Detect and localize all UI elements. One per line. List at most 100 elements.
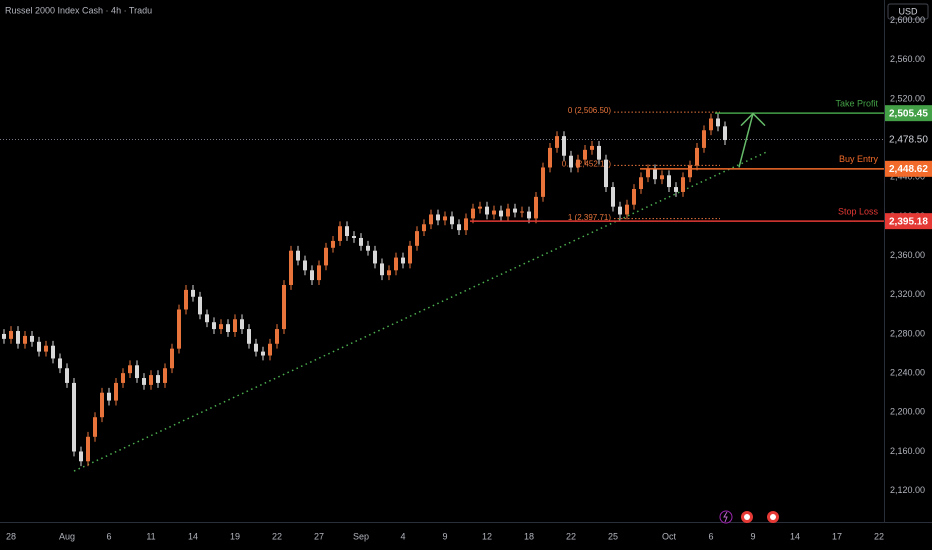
currency-box[interactable] — [887, 3, 929, 20]
event-icon-glyph — [770, 514, 776, 520]
level-name: Buy Entry — [839, 154, 879, 164]
candle-body — [58, 358, 62, 369]
candle-body — [380, 263, 384, 276]
y-tick-label: 2,320.00 — [890, 289, 925, 299]
candle-body — [625, 204, 629, 215]
y-tick-label: 2,520.00 — [890, 93, 925, 103]
x-tick-label: 14 — [790, 531, 800, 541]
candle-body — [499, 210, 503, 217]
x-tick-label: Oct — [662, 531, 677, 541]
candle-body — [65, 368, 69, 383]
x-tick-label: 12 — [482, 531, 492, 541]
candle-body — [184, 289, 188, 310]
candle-body — [317, 265, 321, 281]
candle-body — [37, 341, 41, 352]
fib-label: 1 (2,397.71) — [568, 213, 611, 222]
candle-body — [632, 189, 636, 205]
candle-body — [198, 296, 202, 315]
candle-body — [219, 324, 223, 330]
x-tick-label: 11 — [146, 531, 155, 541]
event-icon-glyph — [744, 514, 750, 520]
candle-body — [471, 208, 475, 219]
last-price-badge — [885, 131, 932, 148]
candle-body — [478, 206, 482, 209]
candle-body — [723, 126, 727, 141]
y-tick-label: 2,560.00 — [890, 54, 925, 64]
candle-body — [128, 365, 132, 374]
candle-body — [436, 214, 440, 221]
candle-body — [275, 329, 279, 344]
candle-body — [156, 375, 160, 383]
candle-body — [485, 206, 489, 215]
candle-body — [268, 343, 272, 356]
candle-body — [562, 136, 566, 156]
event-icons — [719, 510, 779, 524]
candle-body — [240, 319, 244, 330]
level-badge — [885, 160, 932, 177]
candle-body — [282, 284, 286, 330]
x-tick-label: 14 — [188, 531, 198, 541]
candle-body — [653, 169, 657, 180]
level-name: Take Profit — [835, 99, 878, 109]
candle-body — [534, 196, 538, 219]
level-name: Stop Loss — [838, 207, 879, 217]
candle-body — [338, 226, 342, 241]
y-tick-label: 2,240.00 — [890, 368, 925, 378]
candle-body — [93, 417, 97, 437]
candle-body — [583, 149, 587, 160]
candle-body — [30, 335, 34, 342]
candle-body — [429, 214, 433, 225]
candle-body — [345, 226, 349, 237]
candle-body — [121, 373, 125, 383]
x-tick-label: 18 — [524, 531, 534, 541]
candle-body — [394, 257, 398, 271]
candle-body — [457, 224, 461, 231]
x-tick-label: 25 — [608, 531, 618, 541]
candle-body — [254, 343, 258, 352]
candle-body — [352, 236, 356, 238]
candle-body — [16, 331, 20, 344]
x-tick-label: 28 — [6, 531, 16, 541]
candle-body — [541, 167, 545, 197]
candle-body — [107, 392, 111, 401]
arrow-head — [740, 112, 766, 127]
candle-body — [233, 319, 237, 333]
candle-body — [408, 245, 412, 264]
y-tick-label: 2,600.00 — [890, 15, 925, 25]
candle-body — [576, 159, 580, 168]
candle-body — [373, 250, 377, 264]
candle-body — [702, 130, 706, 148]
y-tick-label: 2,280.00 — [890, 328, 925, 338]
candle-body — [366, 245, 370, 251]
candle-body — [618, 206, 622, 215]
candle-body — [492, 210, 496, 215]
candle-body — [177, 309, 181, 349]
fib-label: 0 (2,506.50) — [568, 106, 611, 115]
x-tick-label: 6 — [708, 531, 713, 541]
candle-body — [555, 136, 559, 148]
candle-body — [667, 175, 671, 188]
fib-label: 0.5 (2,452.11) — [562, 160, 612, 169]
candle-body — [716, 118, 720, 127]
candle-body — [303, 260, 307, 271]
candle-body — [310, 270, 314, 281]
x-tick-label: 9 — [442, 531, 447, 541]
x-tick-label: 4 — [400, 531, 405, 541]
candle-body — [226, 324, 230, 333]
candle-body — [548, 147, 552, 168]
candle-body — [100, 392, 104, 418]
y-tick-label: 2,360.00 — [890, 250, 925, 260]
x-tick-label: 22 — [874, 531, 884, 541]
candle-body — [170, 348, 174, 369]
last-price-value: 2,478.50 — [889, 135, 928, 146]
candle-body — [79, 451, 83, 462]
candle-body — [296, 250, 300, 261]
x-tick-label: 27 — [314, 531, 324, 541]
y-tick-label: 2,160.00 — [890, 446, 925, 456]
x-tick-label: 9 — [750, 531, 755, 541]
candle-body — [646, 169, 650, 178]
candle-body — [604, 159, 608, 188]
candle-body — [261, 351, 265, 356]
candle-body — [688, 165, 692, 178]
